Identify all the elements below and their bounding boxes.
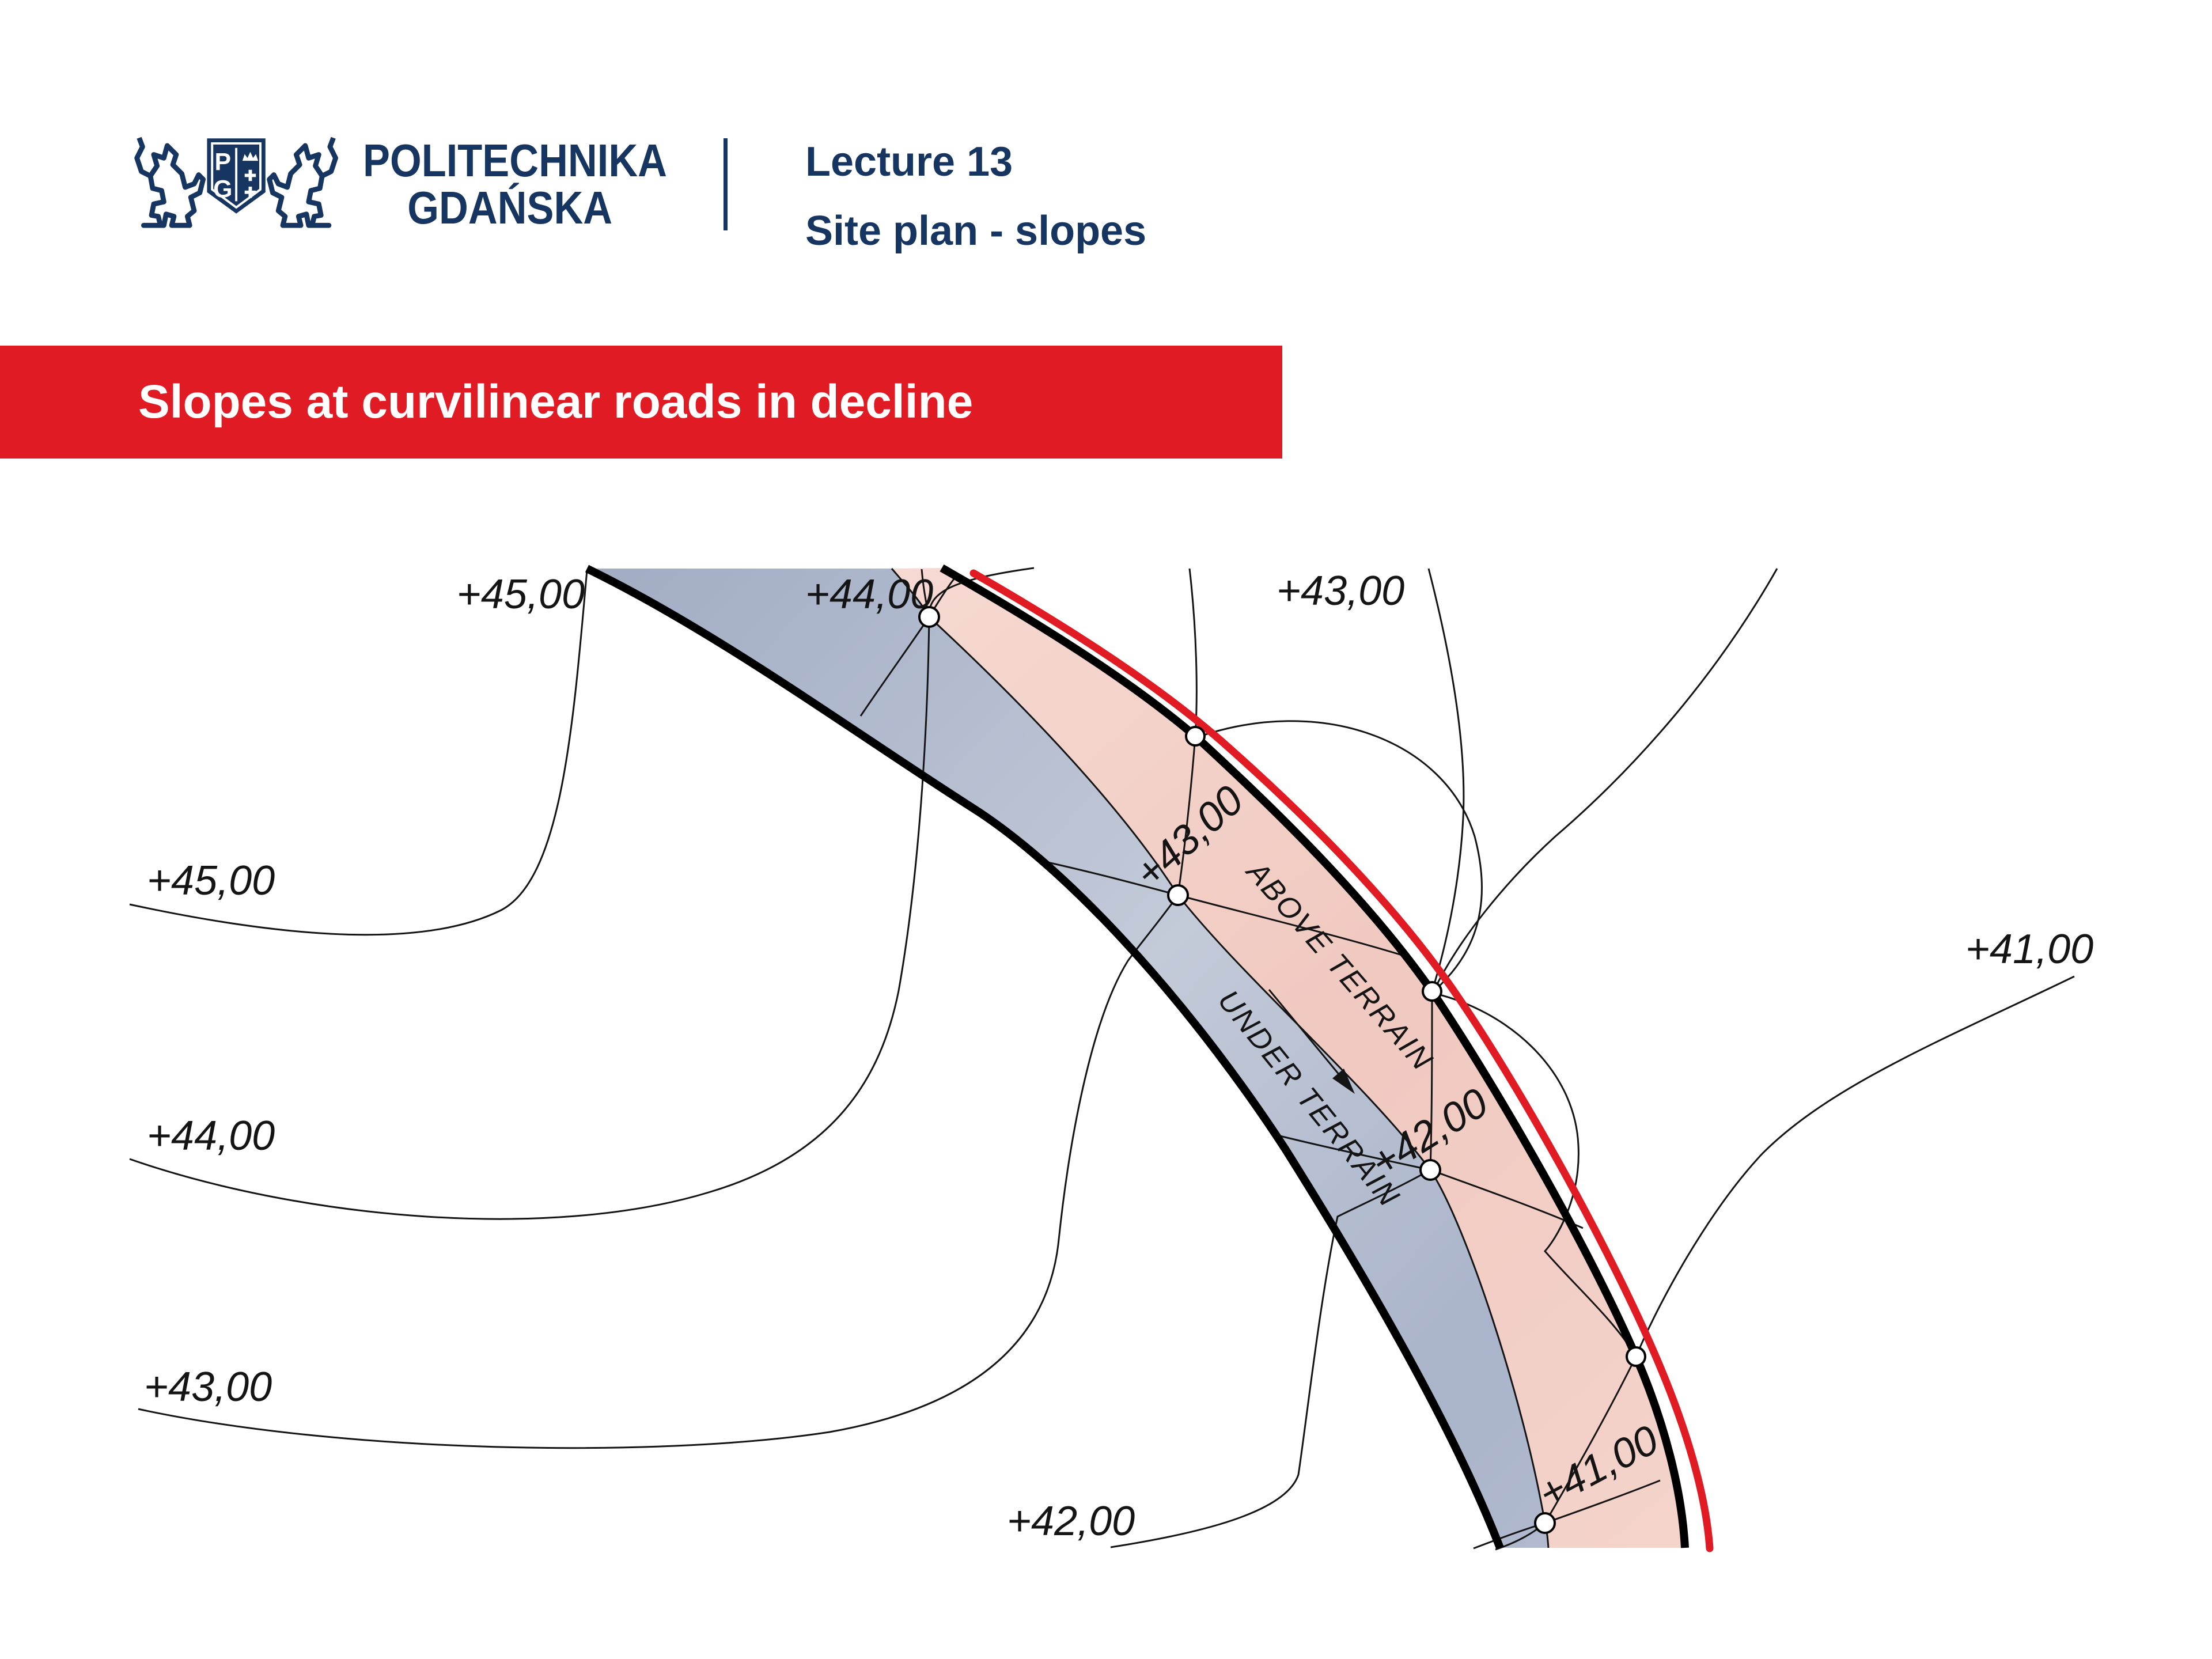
contour-label-bottom-42: +42,00 — [1007, 1498, 1135, 1544]
cross-icon — [244, 187, 256, 198]
slide-header: P G POLITECHNIKA GDAŃSKA Lecture 13 Site… — [0, 0, 2212, 323]
contour-line-43 — [138, 568, 1198, 1449]
contour-line-top-right — [1433, 568, 1778, 990]
contour-label-top-44: +44,00 — [805, 571, 933, 618]
lion-right-icon — [267, 137, 338, 228]
lecture-block: Lecture 13 Site plan - slopes — [805, 141, 1146, 252]
transition-marker-42 — [1419, 1159, 1441, 1181]
contour-label-left-45: +45,00 — [147, 858, 275, 904]
lion-left-icon — [134, 137, 206, 228]
header-divider — [724, 138, 728, 230]
decline-direction-arrow — [1268, 989, 1355, 1094]
terrain-knoll-upper-arc — [1196, 720, 1483, 992]
contour-label-left-43: +43,00 — [144, 1364, 272, 1410]
university-name-line1: POLITECHNIKA — [363, 135, 667, 186]
lecture-subtitle: Site plan - slopes — [805, 208, 1147, 254]
red-guide-line — [969, 569, 1714, 1552]
contour-label-top-45: +45,00 — [457, 571, 585, 618]
shield-letter-p: P — [214, 149, 231, 176]
university-name-line2: GDAŃSKA — [407, 182, 613, 233]
contour-line-45 — [129, 570, 588, 936]
crown-icon — [242, 151, 259, 161]
edge-marker-43 — [1185, 726, 1206, 747]
contour-label-right-41: +41,00 — [1965, 926, 2093, 972]
contour-label-left-44: +44,00 — [147, 1113, 275, 1159]
road-left-edge — [585, 565, 1504, 1550]
transition-marker-41 — [1534, 1512, 1556, 1534]
edge-marker-41 — [1626, 1346, 1646, 1367]
cut-fill-boundary-line — [891, 568, 1550, 1548]
transition-marker-43 — [1167, 884, 1189, 906]
road-level-line-43 — [1042, 860, 1406, 957]
university-logo-icon: P G — [134, 137, 338, 228]
title-banner: Slopes at curvilinear roads in decline — [0, 346, 1282, 459]
above-terrain-area — [892, 568, 1685, 1548]
cross-icon — [244, 169, 256, 181]
under-terrain-area — [587, 569, 1548, 1548]
transition-marker-44 — [918, 606, 940, 628]
lecture-title: Lecture 13 — [805, 139, 1013, 185]
edge-marker-42 — [1422, 981, 1442, 1002]
page-title: Slopes at curvilinear roads in decline — [138, 376, 974, 428]
shield-letter-g: G — [213, 176, 232, 203]
contour-label-top-43: +43,00 — [1277, 568, 1404, 614]
shield-icon: P G — [207, 138, 266, 214]
university-name: POLITECHNIKA GDAŃSKA — [363, 135, 667, 233]
